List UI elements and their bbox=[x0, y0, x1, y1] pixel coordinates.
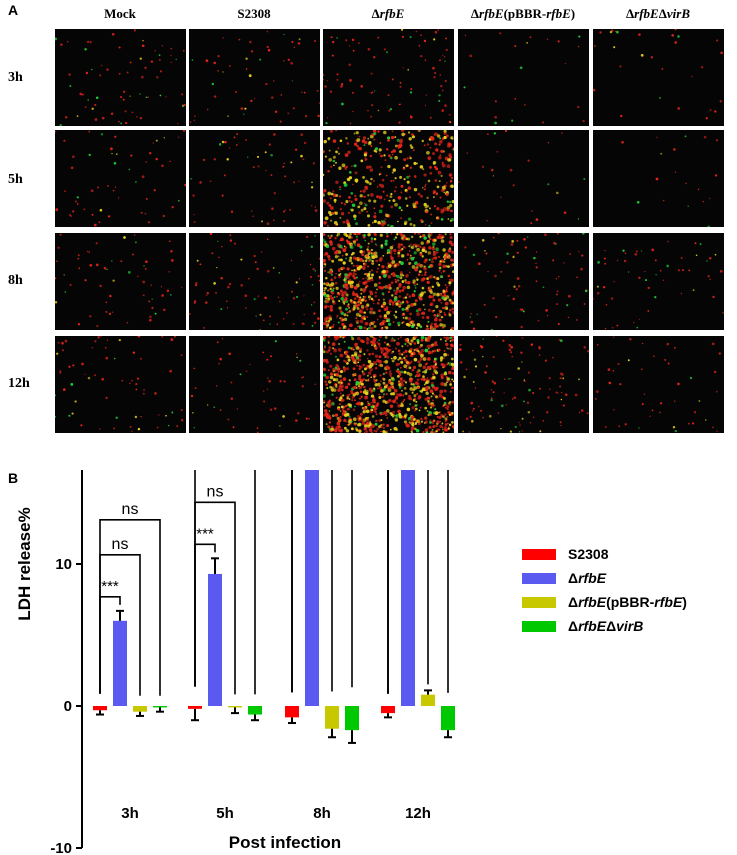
column-header-rfbe: ΔrfbE bbox=[371, 6, 405, 21]
column-header-rfbe-virb: ΔrfbEΔvirB bbox=[626, 6, 690, 21]
micrograph-5h-col5 bbox=[593, 130, 724, 227]
bar-3h-series2 bbox=[113, 620, 127, 706]
y-tick-label: 10 bbox=[55, 556, 72, 573]
micrograph-8h-col1 bbox=[55, 233, 186, 330]
bar-12h-series3 bbox=[421, 694, 435, 706]
bar-3h-series1 bbox=[93, 706, 107, 711]
column-header-s2308: S2308 bbox=[237, 6, 271, 21]
panel-b-letter: B bbox=[8, 470, 19, 486]
micrograph-3h-col5 bbox=[593, 29, 724, 126]
legend-item-rfbe: ΔrfbE bbox=[522, 569, 606, 587]
legend-swatch bbox=[522, 572, 556, 584]
panel-a-letter: A bbox=[8, 2, 19, 18]
significance-label: ns bbox=[112, 536, 129, 553]
micrograph-5h-col2 bbox=[189, 130, 320, 227]
micrograph-8h-col4 bbox=[458, 233, 589, 330]
significance-label: *** bbox=[101, 578, 119, 595]
y-tick-label: -10 bbox=[50, 840, 72, 855]
micrograph-5h-col3 bbox=[323, 130, 454, 227]
ldh-bar-chart: -100102030LDH release%Post infection3h**… bbox=[15, 470, 455, 855]
bar-3h-series3 bbox=[133, 706, 147, 712]
x-tick-label: 3h bbox=[121, 805, 139, 822]
micrograph-12h-col1 bbox=[55, 336, 186, 433]
row-label-8h: 8h bbox=[8, 273, 23, 288]
row-label-5h: 5h bbox=[8, 172, 23, 187]
bar-5h-series3 bbox=[228, 706, 242, 708]
legend-item-rfbe-complemented: ΔrfbE(pBBR-rfbE) bbox=[522, 593, 687, 611]
bar-12h-series1 bbox=[381, 706, 395, 714]
micrograph-5h-col4 bbox=[458, 130, 589, 227]
row-label-3h: 3h bbox=[8, 70, 23, 85]
bar-5h-series4 bbox=[248, 706, 262, 715]
legend-label: S2308 bbox=[568, 546, 609, 562]
legend-label: ΔrfbE(pBBR-rfbE) bbox=[568, 594, 687, 610]
column-header-rfbe-complemented: ΔrfbE(pBBR-rfbE) bbox=[470, 6, 576, 21]
micrograph-12h-col2 bbox=[189, 336, 320, 433]
x-axis-label: Post infection bbox=[229, 833, 341, 852]
bar-12h-series4 bbox=[441, 706, 455, 731]
significance-label: ns bbox=[122, 501, 139, 518]
micrograph-3h-col1 bbox=[55, 29, 186, 126]
micrograph-8h-col5 bbox=[593, 233, 724, 330]
legend-label: ΔrfbEΔvirB bbox=[568, 618, 644, 634]
x-tick-label: 8h bbox=[313, 805, 331, 822]
bar-3h-series4 bbox=[153, 706, 167, 708]
bar-8h-series1 bbox=[285, 706, 299, 718]
micrograph-12h-col3 bbox=[323, 336, 454, 433]
significance-bracket bbox=[194, 470, 256, 695]
micrograph-12h-col4 bbox=[458, 336, 589, 433]
legend-swatch bbox=[522, 548, 556, 560]
x-tick-label: 5h bbox=[216, 805, 234, 822]
significance-label: *** bbox=[196, 525, 214, 542]
bar-8h-series4 bbox=[345, 706, 359, 731]
y-tick-label: 0 bbox=[64, 698, 72, 715]
micrograph-3h-col2 bbox=[189, 29, 320, 126]
significance-bracket bbox=[387, 470, 449, 694]
micrograph-12h-col5 bbox=[593, 336, 724, 433]
legend-label: ΔrfbE bbox=[568, 570, 607, 586]
significance-label: ns bbox=[207, 483, 224, 500]
micrograph-8h-col2 bbox=[189, 233, 320, 330]
significance-bracket bbox=[291, 470, 353, 693]
bar-5h-series2 bbox=[208, 573, 222, 706]
bar-8h-series2 bbox=[305, 470, 319, 706]
column-header-mock: Mock bbox=[104, 6, 136, 21]
legend-item-rfbe-virb: ΔrfbEΔvirB bbox=[522, 617, 643, 635]
micrograph-8h-col3 bbox=[323, 233, 454, 330]
micrograph-3h-col4 bbox=[458, 29, 589, 126]
x-tick-label: 12h bbox=[405, 805, 431, 822]
legend-swatch bbox=[522, 620, 556, 632]
y-axis-label: LDH release% bbox=[15, 507, 34, 620]
bar-5h-series1 bbox=[188, 706, 202, 709]
micrograph-3h-col3 bbox=[323, 29, 454, 126]
micrograph-5h-col1 bbox=[55, 130, 186, 227]
bar-8h-series3 bbox=[325, 706, 339, 729]
bar-12h-series2 bbox=[401, 470, 415, 706]
legend-swatch bbox=[522, 596, 556, 608]
row-label-12h: 12h bbox=[8, 376, 30, 391]
legend-item-s2308: S2308 bbox=[522, 545, 608, 563]
significance-bracket bbox=[99, 519, 161, 696]
